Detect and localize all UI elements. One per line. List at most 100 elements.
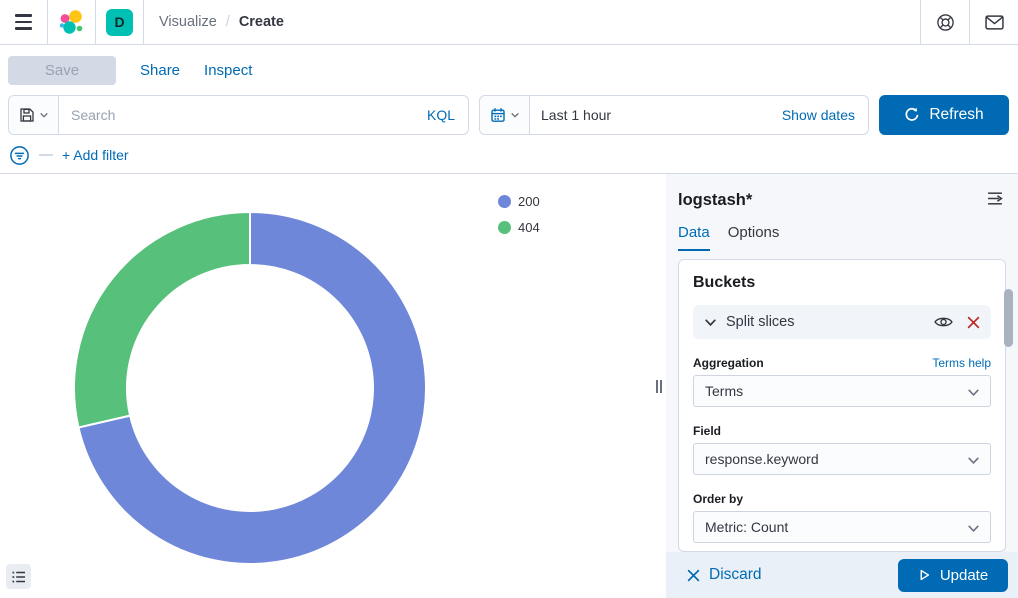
space-avatar[interactable]: D — [106, 8, 133, 36]
aggregation-group: Aggregation Terms help Terms — [693, 356, 991, 407]
donut-chart — [73, 210, 427, 565]
field-group: Field response.keyword — [693, 424, 991, 475]
legend-label-404: 404 — [518, 220, 540, 235]
elastic-home-button[interactable] — [48, 0, 95, 44]
refresh-label: Refresh — [929, 106, 984, 123]
field-label: Field — [693, 424, 722, 438]
elastic-logo-icon — [59, 10, 82, 34]
date-picker: Last 1 hour Show dates — [479, 95, 869, 135]
main-content: 200 404 logstash* — [0, 174, 1018, 598]
order-by-value: Metric: Count — [705, 519, 789, 535]
editor-sidebar: logstash* Data Options Buckets — [666, 174, 1018, 598]
discard-label: Discard — [709, 566, 762, 583]
hamburger-icon — [15, 14, 32, 30]
legend-list-icon — [12, 571, 25, 582]
breadcrumb-visualize[interactable]: Visualize — [159, 14, 217, 30]
share-button[interactable]: Share — [140, 61, 181, 79]
sidebar-footer: Discard Update — [666, 552, 1018, 598]
refresh-button[interactable]: Refresh — [879, 95, 1009, 135]
sidebar-scrollbar[interactable] — [1004, 289, 1013, 347]
space-selector[interactable]: D — [96, 0, 143, 44]
field-select[interactable]: response.keyword — [693, 443, 991, 475]
tab-data[interactable]: Data — [678, 224, 710, 251]
filter-bar-dash — [39, 154, 53, 156]
header-divider — [969, 0, 970, 44]
date-quick-menu-button[interactable] — [480, 96, 530, 134]
chevron-down-icon — [705, 318, 716, 326]
sidebar-tabs: Data Options — [678, 224, 1006, 251]
index-pattern-title: logstash* — [678, 190, 753, 209]
header-divider — [95, 0, 96, 44]
chart-legend: 200 404 — [498, 194, 540, 235]
chevron-down-icon — [968, 389, 979, 397]
legend-dot-200 — [498, 195, 511, 208]
toggle-visibility-button[interactable] — [934, 315, 953, 329]
legend-dot-404 — [498, 221, 511, 234]
time-range-value[interactable]: Last 1 hour — [541, 107, 612, 123]
mail-icon — [984, 14, 1004, 30]
search-bar: KQL — [8, 95, 469, 135]
query-language-button[interactable]: KQL — [426, 107, 455, 123]
legend-toggle-button[interactable] — [6, 564, 31, 589]
newsfeed-button[interactable] — [970, 0, 1018, 44]
panel-resizer[interactable] — [652, 174, 666, 598]
help-icon — [936, 13, 954, 31]
aggregation-label: Aggregation — [693, 356, 764, 370]
chevron-down-icon — [968, 525, 979, 533]
order-by-group: Order by Metric: Count — [693, 492, 991, 543]
search-input[interactable] — [59, 107, 427, 123]
pie-slice-200[interactable] — [77, 210, 427, 565]
field-value: response.keyword — [705, 451, 819, 467]
header-divider — [920, 0, 921, 44]
split-slices-row[interactable]: Split slices — [693, 305, 991, 339]
save-button[interactable]: Save — [8, 55, 116, 85]
filter-icon[interactable] — [9, 145, 30, 166]
discard-x-icon — [687, 569, 700, 581]
header-divider — [143, 0, 144, 44]
save-query-icon — [19, 108, 34, 122]
show-dates-button[interactable]: Show dates — [781, 107, 855, 123]
query-bar: KQL Last 1 hour Show dates — [0, 95, 1018, 137]
buckets-heading: Buckets — [693, 274, 756, 291]
order-by-select[interactable]: Metric: Count — [693, 511, 991, 543]
top-nav-toolbar: Save Share Inspect — [0, 45, 1018, 95]
update-button[interactable]: Update — [898, 558, 1008, 592]
discard-button[interactable]: Discard — [687, 566, 762, 584]
legend-item-200[interactable]: 200 — [498, 194, 540, 209]
remove-x-icon — [967, 316, 980, 328]
order-by-label: Order by — [693, 492, 744, 506]
pie-slice-404[interactable] — [73, 210, 251, 429]
saved-query-menu-button[interactable] — [9, 96, 59, 134]
legend-item-404[interactable]: 404 — [498, 220, 540, 235]
visualization-pane: 200 404 — [0, 174, 652, 598]
main-menu-button[interactable] — [0, 0, 47, 44]
play-icon — [920, 569, 929, 581]
collapse-sidebar-button[interactable] — [985, 189, 1006, 211]
aggregation-value: Terms — [705, 383, 744, 399]
split-slices-label: Split slices — [726, 314, 795, 330]
chevron-down-icon — [968, 457, 979, 465]
legend-label-200: 200 — [518, 194, 540, 209]
aggregation-select[interactable]: Terms — [693, 375, 991, 407]
collapse-panel-icon — [988, 192, 1003, 205]
header-divider — [47, 0, 48, 44]
editor-sidebar-body: logstash* Data Options Buckets — [666, 174, 1018, 552]
tab-options[interactable]: Options — [727, 224, 780, 241]
terms-help-link[interactable]: Terms help — [932, 356, 991, 370]
calendar-icon — [490, 108, 505, 122]
chevron-down-icon — [510, 113, 519, 118]
breadcrumb-current: Create — [238, 14, 284, 30]
breadcrumb: Visualize / Create — [144, 0, 284, 44]
app-header: D Visualize / Create — [0, 0, 1018, 45]
refresh-icon — [905, 107, 919, 121]
update-label: Update — [939, 566, 989, 584]
help-menu-button[interactable] — [921, 0, 969, 44]
filter-bar: + Add filter — [0, 137, 1018, 174]
buckets-card: Buckets Split slices — [678, 259, 1006, 552]
remove-bucket-button[interactable] — [967, 316, 980, 329]
chevron-down-icon — [39, 113, 48, 118]
resizer-handle-icon — [656, 379, 662, 393]
add-filter-button[interactable]: + Add filter — [62, 147, 129, 163]
breadcrumb-separator: / — [225, 14, 230, 30]
inspect-button[interactable]: Inspect — [204, 61, 253, 79]
